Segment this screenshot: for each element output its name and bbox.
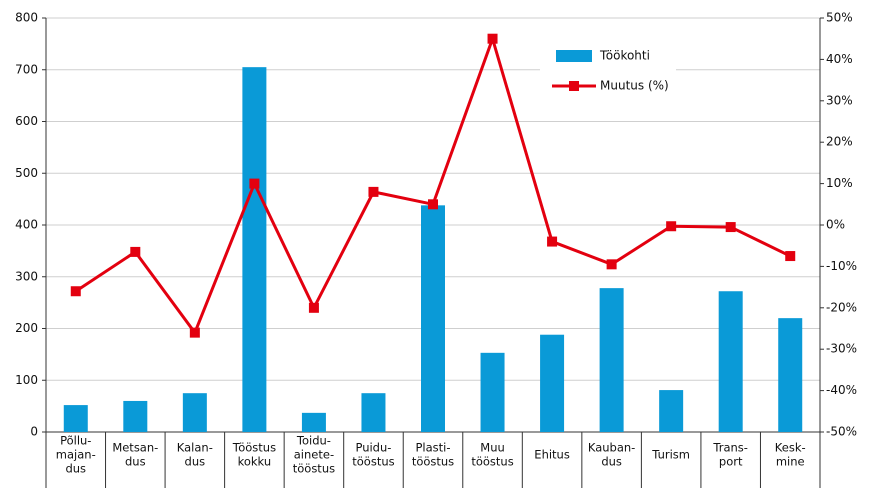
- y2-tick-label: 30%: [826, 93, 853, 107]
- bar: [123, 400, 148, 432]
- x-tick-label: Puidu-: [355, 441, 391, 455]
- x-tick-label: dus: [125, 455, 146, 469]
- y2-tick-label: 20%: [826, 135, 853, 149]
- x-tick-label: tööstus: [471, 455, 513, 469]
- y-tick-label: 500: [15, 166, 38, 180]
- x-tick-label: ainete-: [294, 448, 334, 462]
- y-tick-label: 300: [15, 269, 38, 283]
- bar: [182, 393, 207, 432]
- x-tick-label: Kauban-: [588, 441, 635, 455]
- line-marker: [249, 178, 260, 189]
- line-marker: [130, 246, 141, 257]
- y2-tick-label: 10%: [826, 176, 853, 190]
- x-tick-label: majan-: [56, 448, 96, 462]
- bar: [242, 67, 267, 432]
- bar: [361, 393, 386, 432]
- x-tick-label: Kesk-: [775, 441, 806, 455]
- y2-tick-label: 0%: [826, 218, 845, 232]
- line-marker: [725, 222, 736, 233]
- y2-tick-label: -50%: [826, 425, 857, 439]
- line-marker: [70, 286, 81, 297]
- bar: [659, 390, 684, 432]
- y-tick-label: 100: [15, 373, 38, 387]
- line-marker: [606, 259, 617, 270]
- x-tick-label: Kalan-: [177, 441, 213, 455]
- legend-label: Muutus (%): [600, 79, 669, 93]
- x-tick-label: Tööstus: [232, 441, 276, 455]
- bar: [63, 405, 88, 432]
- y2-tick-label: -10%: [826, 259, 857, 273]
- line-marker: [428, 199, 438, 210]
- x-tick-label: Toidu-: [296, 434, 331, 448]
- x-tick-label: dus: [185, 455, 206, 469]
- y2-tick-label: 50%: [826, 11, 853, 25]
- line-marker: [189, 327, 200, 338]
- bar: [778, 318, 803, 432]
- x-tick-label: Trans-: [712, 441, 748, 455]
- line-marker: [368, 186, 379, 197]
- x-tick-label: Turism: [651, 448, 690, 462]
- bar: [599, 288, 624, 432]
- bar: [718, 291, 743, 432]
- y-tick-label: 0: [30, 425, 38, 439]
- legend-swatch: [556, 50, 592, 62]
- legend-swatch-marker: [569, 81, 579, 91]
- x-tick-label: Põllu-: [60, 434, 91, 448]
- x-tick-label: tööstus: [352, 455, 394, 469]
- y-tick-label: 800: [15, 11, 38, 25]
- y2-tick-label: -40%: [826, 383, 857, 397]
- line-marker: [785, 251, 796, 262]
- x-tick-label: mine: [776, 455, 805, 469]
- y-tick-label: 600: [15, 114, 38, 128]
- line-marker: [547, 236, 558, 247]
- x-tick-label: Ehitus: [534, 448, 570, 462]
- bar: [301, 412, 326, 432]
- x-tick-label: dus: [601, 455, 622, 469]
- y-tick-label: 200: [15, 321, 38, 335]
- x-tick-label: tööstus: [293, 462, 335, 476]
- x-tick-label: Metsan-: [112, 441, 158, 455]
- y-tick-label: 700: [15, 62, 38, 76]
- x-tick-label: port: [719, 455, 743, 469]
- line-marker: [308, 302, 319, 313]
- bar: [540, 334, 565, 432]
- y2-tick-label: -20%: [826, 300, 857, 314]
- bar: [421, 205, 445, 432]
- x-tick-label: tööstus: [412, 455, 454, 469]
- line-marker: [487, 33, 498, 44]
- x-tick-label: kokku: [238, 455, 272, 469]
- x-tick-label: Muu: [480, 441, 505, 455]
- y2-tick-label: -30%: [826, 342, 857, 356]
- x-tick-label: dus: [65, 462, 86, 476]
- bar: [480, 352, 505, 432]
- legend-label: Töökohti: [599, 49, 650, 63]
- x-tick-label: Plasti-: [415, 441, 450, 455]
- y2-tick-label: 40%: [826, 52, 853, 66]
- y-tick-label: 400: [15, 218, 38, 232]
- line-marker: [666, 221, 677, 232]
